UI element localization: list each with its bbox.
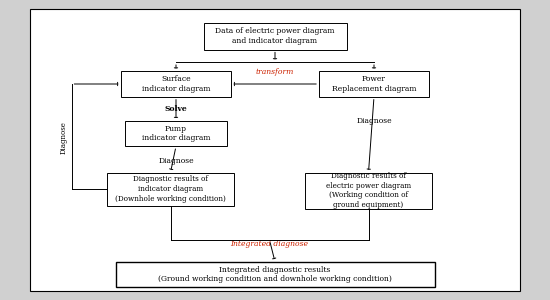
Text: Pump
indicator diagram: Pump indicator diagram [142,124,210,142]
Bar [319,71,429,97]
Text: Diagnose: Diagnose [59,122,67,154]
Text: Diagnose: Diagnose [356,117,392,124]
Text: Data of electric power diagram
and indicator diagram: Data of electric power diagram and indic… [215,27,335,45]
Text: Diagnose: Diagnose [158,158,194,165]
Text: Solve: Solve [164,105,188,112]
Bar [125,121,227,146]
Text: Integrated diagnostic results
(Ground working condition and downhole working con: Integrated diagnostic results (Ground wo… [158,266,392,284]
Bar [116,262,435,287]
Text: Diagnostic results of
indicator diagram
(Downhole working condition): Diagnostic results of indicator diagram … [115,175,226,203]
Text: transform: transform [255,68,294,76]
Text: Integrated diagnose: Integrated diagnose [230,240,309,248]
Bar [107,172,234,206]
Bar [121,71,231,97]
Text: Power
Replacement diagram: Power Replacement diagram [332,75,416,93]
Bar [30,9,520,291]
Text: Surface
indicator diagram: Surface indicator diagram [142,75,210,93]
Bar [204,22,346,50]
Bar [305,172,432,208]
Text: Diagnostic results of
electric power diagram
(Working condition of
ground equipm: Diagnostic results of electric power dia… [326,172,411,209]
